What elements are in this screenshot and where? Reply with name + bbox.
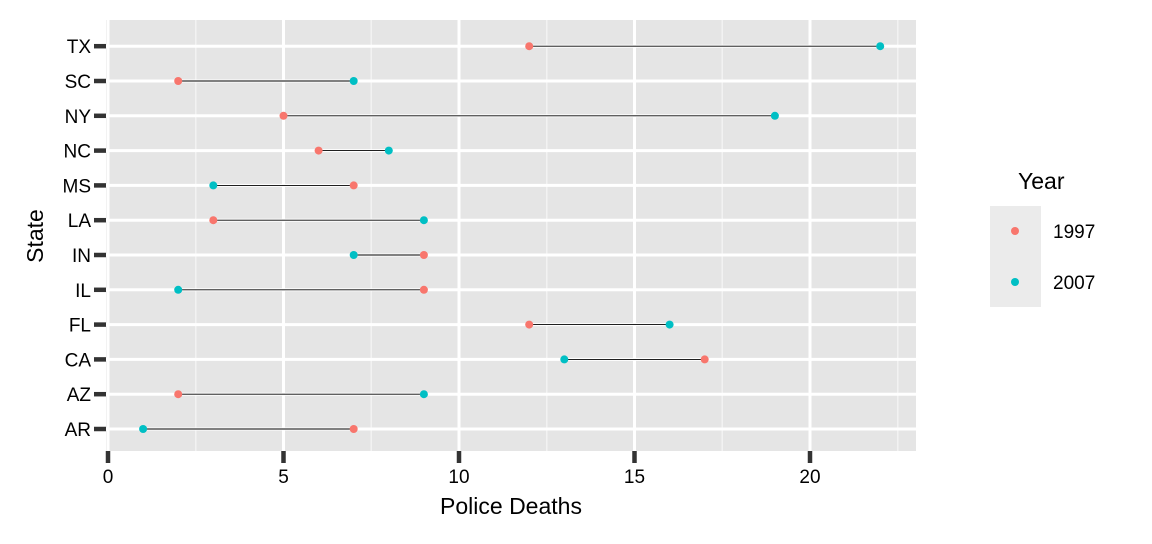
y-tick-label-CA: CA [65,350,92,371]
point-IN-1997 [419,251,428,259]
y-tick-label-MS: MS [63,176,92,197]
point-SC-2007 [349,77,358,85]
y-tick-label-LA: LA [68,211,92,232]
grid-minor [195,20,899,451]
y-tick-label-NY: NY [65,107,92,128]
y-tick-label-IL: IL [75,281,91,302]
point-LA-2007 [419,216,428,225]
point-AZ-2007 [419,390,428,399]
legend-dot-1997 [1011,227,1019,235]
legend: Year 1997 2007 [990,168,1095,307]
x-axis-title: Police Deaths [440,493,582,519]
y-tick-label-AR: AR [65,420,91,441]
x-tick-label-5: 5 [278,467,289,488]
point-NY-1997 [279,111,288,120]
point-FL-2007 [665,320,674,329]
point-IL-1997 [419,285,428,294]
x-tick-label-20: 20 [799,467,820,488]
point-SC-1997 [174,77,183,85]
x-tick-label-10: 10 [448,467,469,488]
x-tick-label-15: 15 [624,467,645,488]
point-IN-2007 [349,251,358,259]
point-NC-1997 [314,146,323,155]
y-tick-label-TX: TX [67,37,92,58]
point-TX-2007 [876,42,885,51]
point-IL-2007 [174,285,183,294]
point-MS-2007 [209,181,218,190]
y-tick-label-AZ: AZ [67,385,92,406]
point-LA-1997 [209,216,218,225]
point-MS-1997 [349,181,358,190]
point-AR-1997 [349,425,358,433]
legend-dot-2007 [1011,278,1019,286]
legend-title: Year [1018,168,1065,194]
point-CA-1997 [700,355,709,364]
point-CA-2007 [560,355,569,364]
point-NY-2007 [770,111,779,120]
legend-label-1997: 1997 [1053,222,1095,243]
segments [143,45,881,430]
y-axis: AR AZ CA FL IL IN LA MS NC NY SC TX [63,37,106,441]
x-axis: 0 5 10 15 20 [103,451,821,488]
y-tick-label-IN: IN [72,246,91,267]
legend-label-2007: 2007 [1053,273,1095,294]
point-NC-2007 [384,146,393,155]
plot-panel [106,20,916,451]
y-tick-label-FL: FL [69,316,91,337]
point-AZ-1997 [174,390,183,399]
point-FL-1997 [525,320,534,329]
point-AR-2007 [139,425,148,433]
y-axis-title: State [22,209,48,263]
y-tick-label-SC: SC [65,72,91,93]
points [139,42,885,433]
y-tick-label-NC: NC [64,142,91,163]
x-tick-label-0: 0 [103,467,114,488]
point-TX-1997 [525,42,534,51]
